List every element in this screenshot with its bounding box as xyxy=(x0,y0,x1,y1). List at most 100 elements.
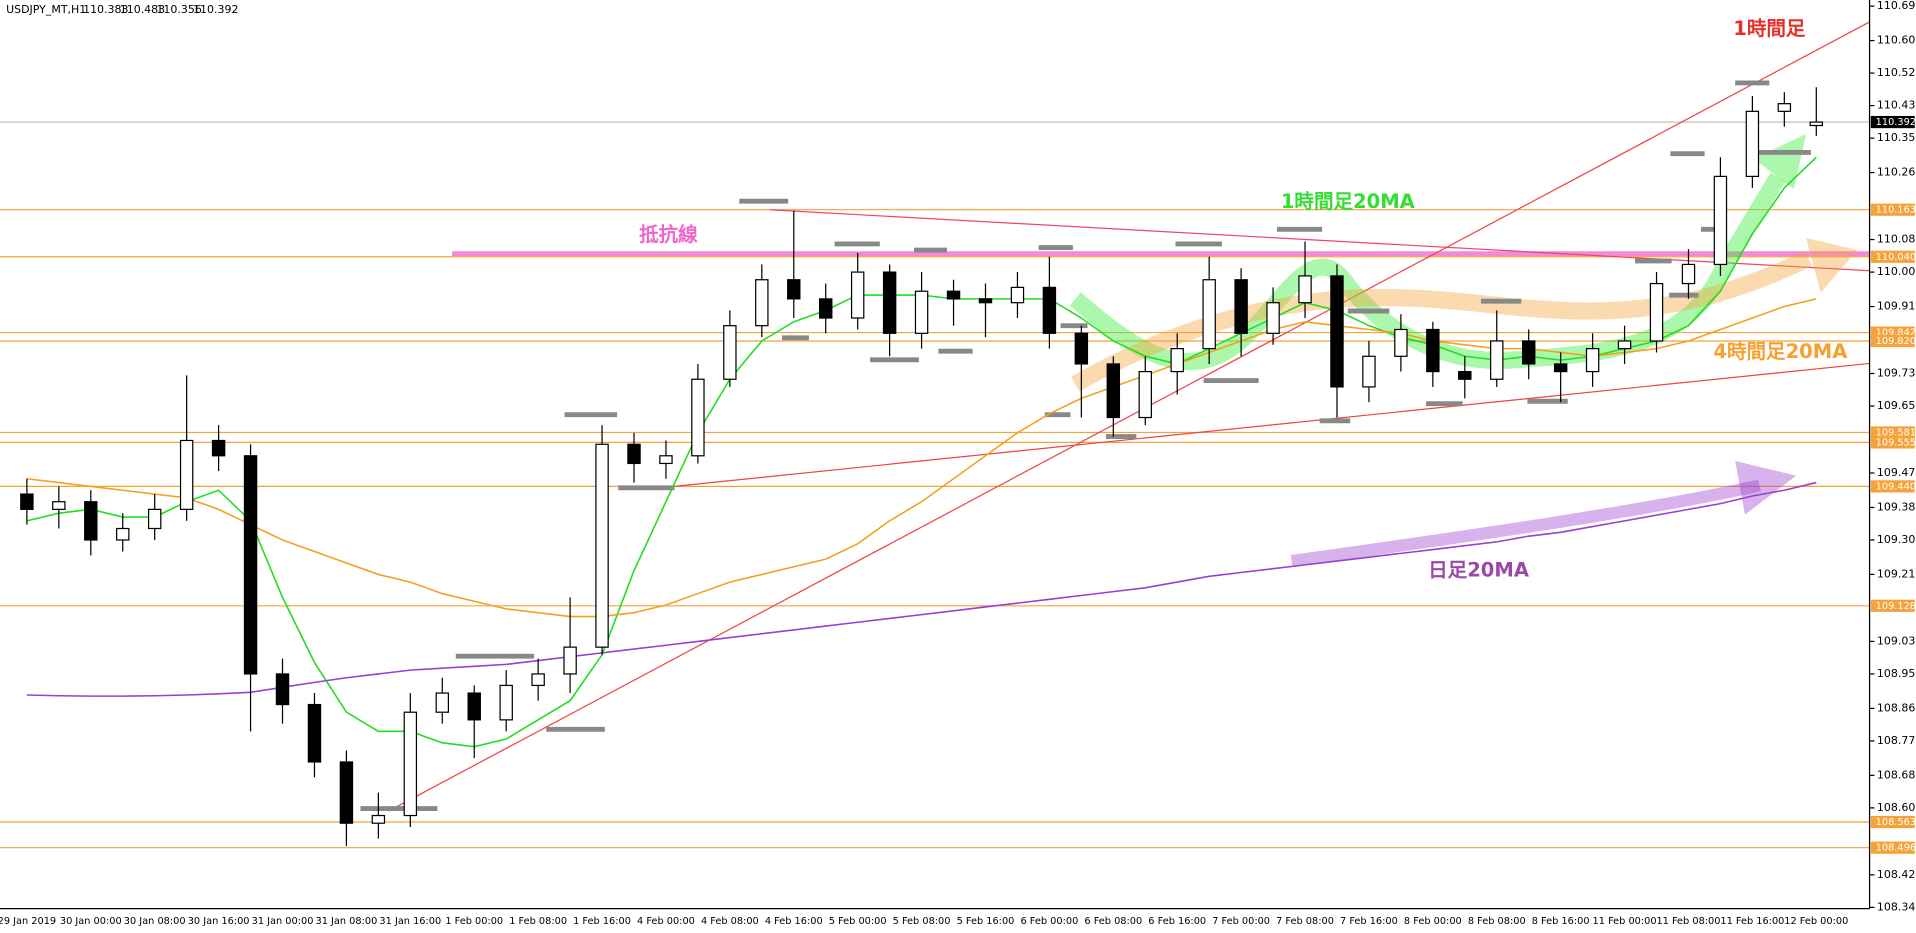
arrow xyxy=(1290,479,1761,568)
x-tick-label: 11 Feb 16:00 xyxy=(1720,916,1784,927)
y-tick-label: 109.735 xyxy=(1877,367,1916,380)
candle-body xyxy=(1426,328,1440,373)
x-tick-label: 31 Jan 16:00 xyxy=(379,916,441,927)
candle-body xyxy=(1234,279,1248,334)
x-tick-label: 5 Feb 00:00 xyxy=(829,916,887,927)
x-tick-label: 29 Jan 2019 xyxy=(0,916,56,927)
candle-body xyxy=(1681,263,1696,285)
candle-body xyxy=(691,378,705,457)
y-tick-label: 110.000 xyxy=(1877,265,1916,278)
candle-body xyxy=(116,527,130,541)
x-tick-label: 6 Feb 00:00 xyxy=(1020,916,1078,927)
current-price-label: 110.392 xyxy=(1876,117,1916,128)
level-label-box xyxy=(1870,203,1915,216)
y-tick-label: 110.085 xyxy=(1877,233,1916,246)
level-label: 109.555 xyxy=(1876,437,1916,448)
level-label: 109.581 xyxy=(1876,427,1916,438)
level-label: 110.163 xyxy=(1876,205,1916,216)
candle-body xyxy=(627,443,641,465)
chart-symbol: USDJPY_MT,H1 xyxy=(6,3,86,16)
candle-body xyxy=(1617,340,1632,350)
candle-body xyxy=(1042,286,1057,334)
current-price-box xyxy=(1870,115,1915,129)
x-tick-label: 7 Feb 08:00 xyxy=(1276,916,1334,927)
candle-body xyxy=(595,443,609,648)
x-tick-label: 1 Feb 00:00 xyxy=(445,916,503,927)
level-label: 109.842 xyxy=(1876,328,1916,339)
x-tick-label: 6 Feb 08:00 xyxy=(1084,916,1142,927)
x-tick-label: 7 Feb 16:00 xyxy=(1340,916,1398,927)
x-tick-label: 5 Feb 16:00 xyxy=(957,916,1015,927)
level-label-box xyxy=(1870,841,1915,854)
legend-label: 1時間足20MA xyxy=(1281,190,1416,213)
candle-body xyxy=(467,692,481,721)
candle-body xyxy=(403,711,418,817)
trend-line xyxy=(659,362,1870,489)
y-tick-label: 110.260 xyxy=(1877,166,1916,179)
x-tick-label: 4 Feb 08:00 xyxy=(701,916,759,927)
y-tick-label: 110.605 xyxy=(1877,34,1916,47)
candle-body xyxy=(499,684,513,721)
annotation: 1時間足 xyxy=(1733,17,1806,40)
ohlc-open: 110.383 xyxy=(83,3,128,16)
x-tick-label: 30 Jan 08:00 xyxy=(124,916,186,927)
y-tick-label: 110.435 xyxy=(1877,99,1916,112)
candle-body xyxy=(1585,348,1600,373)
trend-line xyxy=(388,21,1870,812)
x-tick-label: 6 Feb 16:00 xyxy=(1148,916,1206,927)
x-tick-label: 8 Feb 08:00 xyxy=(1468,916,1526,927)
candle-body xyxy=(787,279,801,300)
y-tick-label: 110.350 xyxy=(1877,131,1916,144)
candle-body xyxy=(914,290,929,334)
x-tick-label: 11 Feb 08:00 xyxy=(1656,916,1720,927)
candle-body xyxy=(946,290,961,300)
level-label-box xyxy=(1870,599,1915,612)
candle-body xyxy=(1010,286,1025,304)
candle-body xyxy=(1745,110,1760,178)
candle-body xyxy=(819,298,833,319)
legend-label: 日足20MA xyxy=(1428,558,1530,581)
y-tick-label: 108.860 xyxy=(1877,701,1916,714)
x-tick-label: 11 Feb 00:00 xyxy=(1593,916,1657,927)
candle-body xyxy=(1106,363,1121,419)
x-tick-label: 31 Jan 08:00 xyxy=(316,916,378,927)
candle-body xyxy=(1490,340,1504,380)
candle-body xyxy=(243,455,258,675)
arrow xyxy=(1070,250,1813,392)
candle-body xyxy=(1138,370,1152,419)
ohlc-low: 110.356 xyxy=(156,3,201,16)
candle-body xyxy=(978,298,993,304)
y-tick-label: 108.340 xyxy=(1877,900,1916,913)
level-label: 108.496 xyxy=(1876,843,1916,854)
level-label-box xyxy=(1870,480,1915,493)
candle-body xyxy=(1809,121,1824,127)
candle-body xyxy=(1074,332,1089,365)
y-tick-label: 109.300 xyxy=(1877,533,1916,546)
candle-body xyxy=(1649,282,1664,342)
candle-body xyxy=(435,692,450,713)
candle-body xyxy=(179,439,194,510)
level-label-box xyxy=(1870,436,1915,449)
level-label: 108.563 xyxy=(1876,817,1916,828)
candle-body xyxy=(1202,279,1216,350)
arrow-head xyxy=(1735,461,1797,515)
y-tick-label: 109.475 xyxy=(1877,466,1916,479)
level-label-box xyxy=(1870,250,1915,263)
x-tick-label: 30 Jan 00:00 xyxy=(60,916,122,927)
candle-body xyxy=(1394,328,1408,357)
arrow-head xyxy=(1806,237,1858,293)
x-tick-label: 5 Feb 08:00 xyxy=(893,916,951,927)
ma-line xyxy=(26,481,1817,697)
level-label: 110.040 xyxy=(1876,252,1916,263)
y-tick-label: 108.950 xyxy=(1877,667,1916,680)
x-tick-label: 8 Feb 16:00 xyxy=(1532,916,1590,927)
y-tick-label: 109.650 xyxy=(1877,399,1916,412)
candle-body xyxy=(1521,340,1536,365)
candle-body xyxy=(563,646,577,675)
candle-body xyxy=(1458,370,1472,380)
y-tick-label: 108.685 xyxy=(1877,768,1916,781)
candle-body xyxy=(882,271,897,334)
candle-body xyxy=(1298,275,1312,304)
candle-body xyxy=(723,325,737,380)
swing-markers xyxy=(360,80,1811,812)
